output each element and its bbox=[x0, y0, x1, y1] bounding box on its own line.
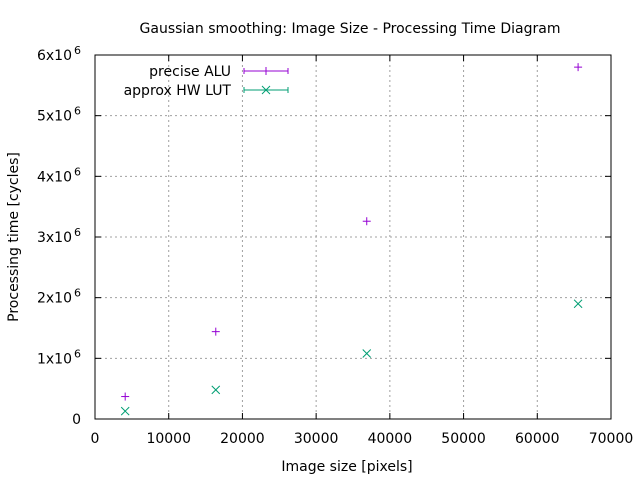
y-tick-label: 0 bbox=[72, 412, 81, 428]
y-tick-label-base: 1x10 bbox=[37, 351, 72, 367]
y-tick-label: 6x10 6 bbox=[37, 44, 81, 64]
y-tick-label: 2x10 6 bbox=[37, 287, 81, 307]
legend-sample-precise-alu bbox=[243, 67, 289, 75]
legend-sample-approx-hw-lut bbox=[243, 85, 289, 95]
data-point-series-0 bbox=[574, 63, 583, 72]
y-tick-label-base: 4x10 bbox=[37, 169, 72, 185]
plot-frame bbox=[94, 54, 612, 420]
y-tick-label: 3x10 6 bbox=[37, 226, 81, 246]
legend-label-approx-hw-lut: approx HW LUT bbox=[124, 83, 232, 99]
data-point-series-1 bbox=[362, 349, 372, 358]
legend-marker bbox=[261, 85, 271, 95]
data-point-series-1 bbox=[573, 299, 583, 309]
data-points bbox=[120, 63, 583, 416]
y-tick-label-base: 5x10 bbox=[37, 109, 72, 125]
x-tick-label: 10000 bbox=[146, 431, 191, 447]
x-axis-tick-labels: 0 10000 20000 30000 40000 50000 60000 70000 bbox=[91, 431, 634, 447]
y-axis-label: Processing time [cycles] bbox=[6, 152, 22, 322]
chart-title: Gaussian smoothing: Image Size - Process… bbox=[140, 21, 561, 37]
data-point-series-0 bbox=[211, 327, 220, 336]
y-tick-label: 1x10 6 bbox=[37, 347, 81, 367]
y-tick-label: 5x10 6 bbox=[37, 105, 81, 125]
data-point-series-1 bbox=[120, 406, 130, 416]
y-tick-label-base: 0 bbox=[72, 412, 81, 428]
x-tick-label: 0 bbox=[91, 431, 100, 447]
y-tick-label-base: 6x10 bbox=[37, 48, 72, 64]
data-point-series-1 bbox=[211, 385, 221, 395]
legend-marker bbox=[262, 67, 270, 75]
x-tick-label: 50000 bbox=[441, 431, 486, 447]
legend: precise ALU approx HW LUT bbox=[124, 64, 289, 99]
y-tick-label-exponent: 6 bbox=[74, 347, 81, 360]
data-point-series-0 bbox=[362, 217, 371, 226]
grid-lines bbox=[95, 55, 611, 419]
y-tick-label: 4x10 6 bbox=[37, 165, 81, 185]
x-tick-label: 40000 bbox=[368, 431, 413, 447]
axis-ticks bbox=[94, 54, 612, 420]
data-point-series-0 bbox=[121, 392, 130, 401]
x-tick-label: 60000 bbox=[515, 431, 560, 447]
y-tick-label-base: 2x10 bbox=[37, 291, 72, 307]
y-tick-label-base: 3x10 bbox=[37, 230, 72, 246]
y-tick-label-exponent: 6 bbox=[74, 44, 81, 57]
legend-label-precise-alu: precise ALU bbox=[149, 64, 231, 80]
x-axis-label: Image size [pixels] bbox=[281, 459, 412, 475]
y-tick-label-exponent: 6 bbox=[74, 105, 81, 118]
x-tick-label: 30000 bbox=[294, 431, 339, 447]
x-tick-label: 20000 bbox=[220, 431, 265, 447]
y-tick-label-exponent: 6 bbox=[74, 165, 81, 178]
x-tick-label: 70000 bbox=[589, 431, 634, 447]
y-tick-label-exponent: 6 bbox=[74, 226, 81, 239]
y-tick-label-exponent: 6 bbox=[74, 287, 81, 300]
